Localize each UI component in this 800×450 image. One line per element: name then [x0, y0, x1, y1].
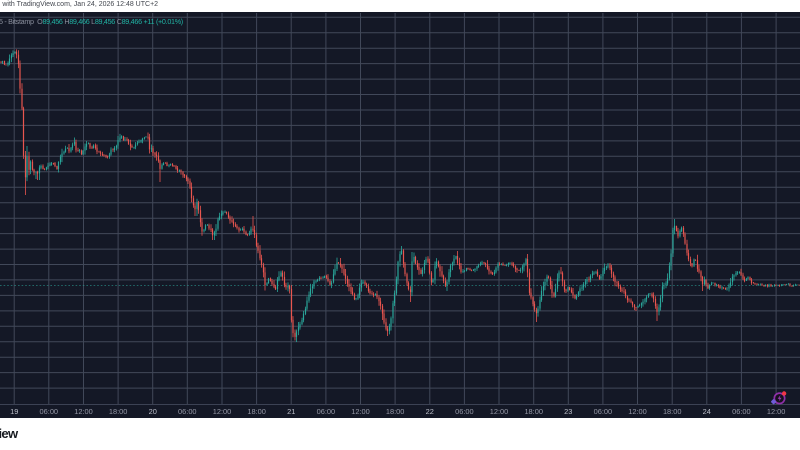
svg-text:12:00: 12:00 [74, 407, 93, 416]
svg-text:06:00: 06:00 [317, 407, 336, 416]
svg-text:12:00: 12:00 [628, 407, 647, 416]
svg-text:24: 24 [703, 407, 711, 416]
svg-text:12:00: 12:00 [490, 407, 509, 416]
svg-text:19: 19 [10, 407, 18, 416]
svg-text:06:00: 06:00 [178, 407, 197, 416]
svg-text:18:00: 18:00 [663, 407, 682, 416]
svg-text:18:00: 18:00 [109, 407, 128, 416]
svg-text:06:00: 06:00 [594, 407, 613, 416]
svg-text:12:00: 12:00 [351, 407, 370, 416]
svg-text:21: 21 [287, 407, 295, 416]
svg-text:12:00: 12:00 [213, 407, 232, 416]
svg-text:06:00: 06:00 [40, 407, 59, 416]
svg-text:18:00: 18:00 [524, 407, 543, 416]
svg-text:12:00: 12:00 [767, 407, 786, 416]
svg-text:23: 23 [564, 407, 572, 416]
svg-text:18:00: 18:00 [247, 407, 266, 416]
svg-text:22: 22 [426, 407, 434, 416]
svg-text:06:00: 06:00 [732, 407, 751, 416]
svg-text:06:00: 06:00 [455, 407, 474, 416]
svg-text:18:00: 18:00 [386, 407, 405, 416]
svg-text:20: 20 [149, 407, 157, 416]
